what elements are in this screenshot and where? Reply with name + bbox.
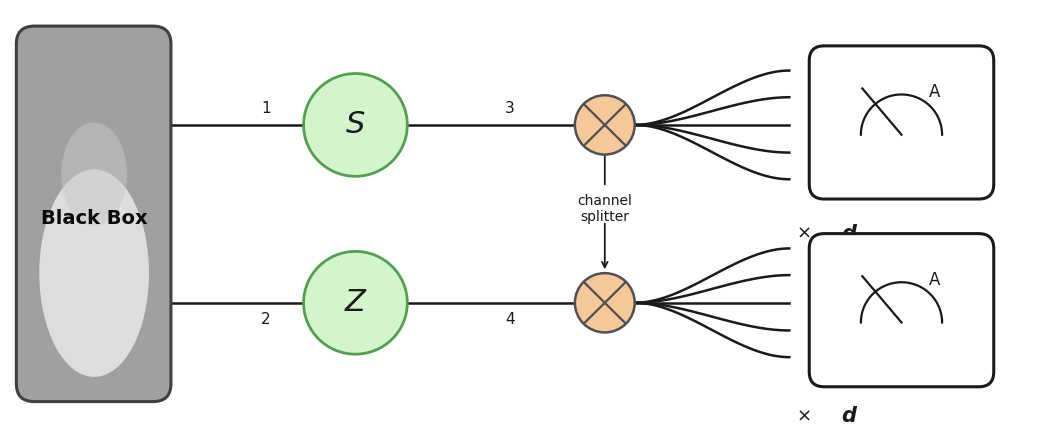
Text: channel
splitter: channel splitter: [577, 194, 632, 224]
Text: 2: 2: [261, 312, 270, 327]
Text: S: S: [346, 111, 365, 139]
Text: A: A: [929, 270, 940, 289]
Text: A: A: [929, 83, 940, 101]
Circle shape: [575, 95, 635, 154]
Text: ×: ×: [796, 408, 811, 425]
FancyBboxPatch shape: [17, 26, 171, 402]
Text: Black Box: Black Box: [41, 209, 148, 228]
Circle shape: [304, 252, 408, 354]
Circle shape: [575, 273, 635, 332]
Text: $\boldsymbol{d}$: $\boldsymbol{d}$: [842, 224, 858, 244]
Text: 3: 3: [505, 101, 515, 116]
Text: 4: 4: [505, 312, 515, 327]
Circle shape: [304, 74, 408, 176]
Text: Z: Z: [345, 288, 366, 317]
FancyBboxPatch shape: [809, 233, 994, 387]
Text: ×: ×: [796, 224, 811, 243]
Ellipse shape: [39, 169, 149, 377]
FancyBboxPatch shape: [809, 46, 994, 199]
Text: 1: 1: [261, 101, 270, 116]
Text: $\boldsymbol{d}$: $\boldsymbol{d}$: [842, 406, 858, 427]
Ellipse shape: [61, 123, 127, 226]
